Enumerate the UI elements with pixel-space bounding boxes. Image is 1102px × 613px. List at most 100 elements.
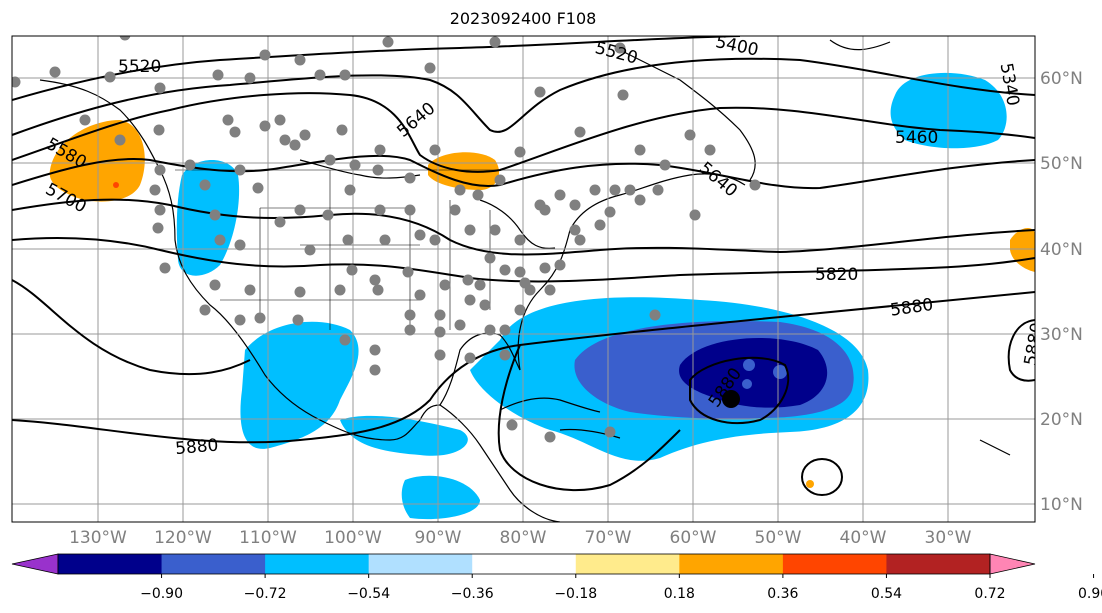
station-dot bbox=[402, 266, 414, 278]
station-dot bbox=[489, 36, 501, 48]
station-dot bbox=[514, 304, 526, 316]
station-dot bbox=[634, 194, 646, 206]
station-dot bbox=[279, 134, 291, 146]
station-dot bbox=[324, 154, 336, 166]
longitude-label: 30°W bbox=[925, 528, 972, 548]
station-dot bbox=[244, 72, 256, 84]
station-dot bbox=[379, 234, 391, 246]
station-dot bbox=[289, 139, 301, 151]
station-dot bbox=[199, 304, 211, 316]
colorbar-tick-label: −0.54 bbox=[347, 586, 390, 602]
station-dot bbox=[484, 252, 496, 264]
map-frame bbox=[11, 35, 1036, 523]
station-dot bbox=[499, 264, 511, 276]
height-contours bbox=[12, 36, 1035, 496]
station-dot bbox=[604, 206, 616, 218]
station-dot bbox=[554, 259, 566, 271]
station-dot bbox=[159, 262, 171, 274]
station-dot bbox=[234, 164, 246, 176]
colorbar-tick-label: 0.18 bbox=[664, 586, 695, 602]
station-dot bbox=[372, 164, 384, 176]
longitude-label: 50°W bbox=[755, 528, 802, 548]
station-dot bbox=[254, 312, 266, 324]
station-dot bbox=[104, 71, 116, 83]
station-dot bbox=[499, 324, 511, 336]
station-dot bbox=[346, 264, 358, 276]
contour-label: 5880 bbox=[174, 435, 219, 459]
station-dot bbox=[594, 219, 606, 231]
station-dot bbox=[294, 54, 306, 66]
map-title: 2023092400 F108 bbox=[449, 9, 597, 28]
station-dot bbox=[429, 144, 441, 156]
station-dot bbox=[514, 266, 526, 278]
station-dot bbox=[154, 164, 166, 176]
station-dot bbox=[342, 234, 354, 246]
station-dot bbox=[454, 184, 466, 196]
station-dot bbox=[684, 129, 696, 141]
colorbar-tick-label: 0.54 bbox=[871, 586, 902, 602]
latitude-label: 20°N bbox=[1040, 410, 1083, 430]
station-dot bbox=[334, 284, 346, 296]
station-dot bbox=[462, 274, 474, 286]
longitude-labels: 130°W 120°W 110°W 100°W 90°W 80°W 70°W 60°W 50°W… bbox=[69, 528, 972, 548]
latitude-label: 40°N bbox=[1040, 240, 1083, 260]
station-dot bbox=[374, 144, 386, 156]
station-dot bbox=[514, 234, 526, 246]
station-dot bbox=[322, 209, 334, 221]
station-dot bbox=[514, 146, 526, 158]
station-dot bbox=[404, 172, 416, 184]
station-dot bbox=[222, 114, 234, 126]
station-dot bbox=[472, 189, 484, 201]
station-dot bbox=[569, 199, 581, 211]
station-dot bbox=[464, 224, 476, 236]
longitude-label: 130°W bbox=[69, 528, 127, 548]
storm-center-marker bbox=[722, 390, 740, 408]
station-dot bbox=[259, 120, 271, 132]
station-dot bbox=[404, 309, 416, 321]
station-dot bbox=[652, 184, 664, 196]
station-dot bbox=[369, 344, 381, 356]
station-dot bbox=[614, 42, 626, 54]
station-dot bbox=[339, 334, 351, 346]
station-dot bbox=[659, 159, 671, 171]
colorbar-tick-label: 0.72 bbox=[974, 586, 1005, 602]
station-dot bbox=[449, 204, 461, 216]
contour-label: 5520 bbox=[593, 38, 640, 69]
station-dot bbox=[574, 234, 586, 246]
station-dot bbox=[214, 234, 226, 246]
station-dot bbox=[114, 134, 126, 146]
station-dot bbox=[154, 82, 166, 94]
station-dot bbox=[589, 184, 601, 196]
station-dot bbox=[292, 314, 304, 326]
station-markers bbox=[12, 36, 761, 443]
station-dot bbox=[229, 126, 241, 138]
station-dot bbox=[454, 319, 466, 331]
colorbar-tick-label: −0.72 bbox=[244, 586, 287, 602]
longitude-label: 100°W bbox=[324, 528, 382, 548]
station-dot bbox=[199, 179, 211, 191]
contour-label: 5460 bbox=[895, 128, 938, 148]
station-dot bbox=[434, 309, 446, 321]
map-panel: 5520 5520 5400 5340 5640 5460 5580 5700 … bbox=[11, 35, 1083, 548]
station-dot bbox=[569, 224, 581, 236]
station-dot bbox=[499, 349, 511, 361]
longitude-label: 120°W bbox=[154, 528, 212, 548]
station-dot bbox=[609, 184, 621, 196]
station-dot bbox=[474, 279, 486, 291]
colorbar-tick-label: 0.36 bbox=[767, 586, 798, 602]
station-dot bbox=[372, 284, 384, 296]
station-dot bbox=[209, 279, 221, 291]
station-dot bbox=[374, 204, 386, 216]
station-dot bbox=[479, 299, 491, 311]
station-dot bbox=[704, 144, 716, 156]
longitude-label: 60°W bbox=[670, 528, 717, 548]
longitude-label: 90°W bbox=[415, 528, 462, 548]
station-dot bbox=[304, 244, 316, 256]
station-dot bbox=[12, 76, 21, 88]
coastlines bbox=[39, 39, 1011, 522]
station-dot bbox=[434, 326, 446, 338]
station-dot bbox=[489, 224, 501, 236]
longitude-label: 80°W bbox=[500, 528, 547, 548]
station-dot bbox=[494, 174, 506, 186]
station-dot bbox=[464, 352, 476, 364]
